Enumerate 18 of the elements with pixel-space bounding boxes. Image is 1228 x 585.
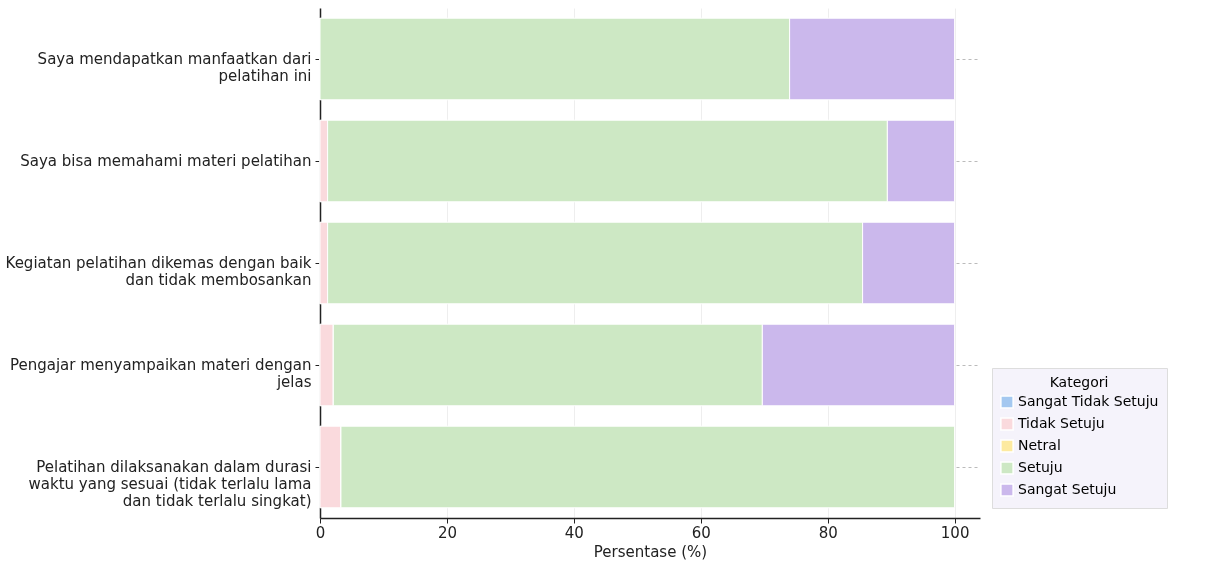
x-tick-label: 80 (818, 523, 838, 542)
x-axis-title: Persentase (%) (593, 542, 708, 561)
y-tick-label: Saya bisa memahami materi pelatihan (20, 152, 312, 170)
x-tick-label: 20 (437, 523, 457, 542)
legend-label: Netral (1018, 437, 1061, 453)
legend-label: Setuju (1018, 459, 1063, 475)
legend-label: Sangat Setuju (1018, 481, 1117, 497)
legend-label: Sangat Tidak Setuju (1018, 393, 1159, 409)
x-tick-label: 100 (940, 523, 970, 542)
x-tick-label: 0 (315, 523, 326, 542)
y-tick-label: Pelatihan dilaksanakan dalam durasi waktu yang sesuai (tidak terlalu lama dan tidak terlalu singkat) (28, 458, 312, 510)
x-tick-label: 40 (564, 523, 584, 542)
legend-label: Tidak Setuju (1017, 415, 1105, 431)
y-tick-label: Pengajar menyampaikan materi dengan jelas (9, 356, 312, 391)
legend-title: Kategori (1049, 374, 1109, 390)
x-tick-label: 60 (691, 523, 711, 542)
y-tick-label: Kegiatan pelatihan dikemas dengan baik dan tidak membosankan (5, 254, 312, 289)
y-tick-label: Saya mendapatkan manfaatkan dari pelatihan ini (37, 50, 312, 85)
